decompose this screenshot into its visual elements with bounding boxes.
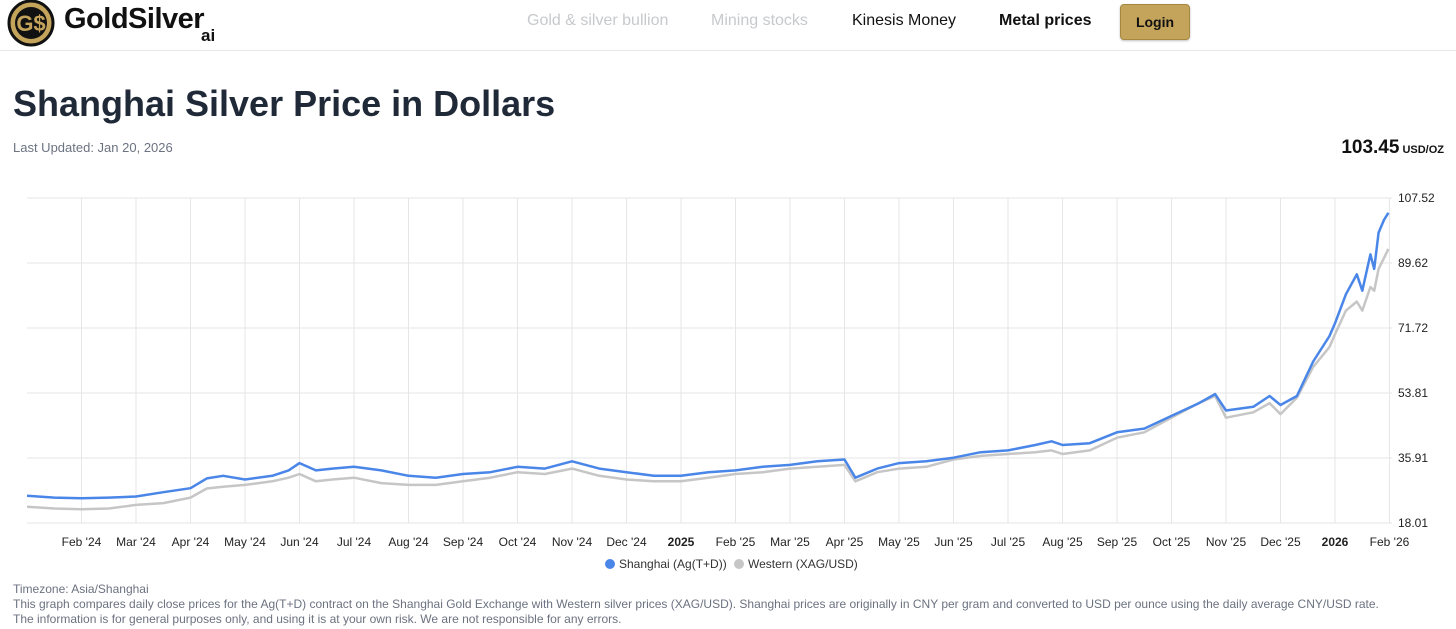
x-tick-label: Jul '24 bbox=[337, 535, 372, 549]
x-tick-label: Feb '25 bbox=[716, 535, 756, 549]
description-note: This graph compares daily close prices f… bbox=[13, 597, 1379, 611]
x-tick-label: May '24 bbox=[224, 535, 266, 549]
price-value: 103.45 bbox=[1341, 137, 1400, 158]
legend-marker-western bbox=[734, 559, 744, 569]
logo[interactable]: G$ GoldSilver ai bbox=[6, 0, 226, 48]
y-tick-label: 71.72 bbox=[1398, 321, 1428, 335]
x-tick-label: Feb '24 bbox=[62, 535, 102, 549]
series-line-shanghai bbox=[26, 212, 1390, 500]
current-price: 103.45 USD/OZ bbox=[1341, 137, 1444, 159]
x-tick-label: Apr '25 bbox=[826, 535, 864, 549]
disclaimer-note: The information is for general purposes … bbox=[13, 612, 622, 626]
x-tick-label: Mar '25 bbox=[770, 535, 810, 549]
x-tick-label: Jun '24 bbox=[280, 535, 319, 549]
y-tick-label: 107.52 bbox=[1398, 191, 1435, 205]
y-tick-label: 89.62 bbox=[1398, 256, 1428, 270]
logo-text: GoldSilver bbox=[64, 3, 205, 35]
logo-coin-icon: G$ bbox=[7, 0, 55, 47]
series-line-western bbox=[26, 248, 1390, 511]
y-tick-label: 18.01 bbox=[1398, 516, 1428, 530]
price-unit: USD/OZ bbox=[1402, 144, 1444, 156]
x-tick-label: Sep '24 bbox=[443, 535, 484, 549]
x-tick-label: Jul '25 bbox=[991, 535, 1026, 549]
logo-subtext: ai bbox=[201, 26, 216, 45]
top-navigation-bar: G$ GoldSilver ai Gold & silver bullion M… bbox=[0, 0, 1456, 51]
x-tick-label: Oct '24 bbox=[499, 535, 537, 549]
legend-label-western: Western (XAG/USD) bbox=[748, 557, 858, 571]
svg-text:G$: G$ bbox=[16, 11, 45, 36]
x-tick-label: Jun '25 bbox=[934, 535, 973, 549]
y-tick-label: 35.91 bbox=[1398, 451, 1428, 465]
login-button[interactable]: Login bbox=[1120, 4, 1190, 40]
nav-metal-prices[interactable]: Metal prices bbox=[999, 12, 1092, 29]
timezone-note: Timezone: Asia/Shanghai bbox=[13, 582, 149, 596]
x-tick-label: 2025 bbox=[668, 535, 695, 549]
x-tick-label: Mar '24 bbox=[116, 535, 156, 549]
x-tick-label: Aug '25 bbox=[1042, 535, 1083, 549]
x-tick-label: Aug '24 bbox=[388, 535, 429, 549]
x-tick-label: Feb '26 bbox=[1370, 535, 1410, 549]
legend-marker-shanghai bbox=[605, 559, 615, 569]
last-updated: Last Updated: Jan 20, 2026 bbox=[13, 140, 173, 155]
x-tick-label: May '25 bbox=[878, 535, 920, 549]
x-tick-label: Nov '25 bbox=[1206, 535, 1247, 549]
silver-price-chart[interactable]: 107.52 89.62 71.72 53.81 35.91 18.01 Feb '24 Ma… bbox=[0, 180, 1456, 580]
x-tick-label: Nov '24 bbox=[552, 535, 593, 549]
y-tick-label: 53.81 bbox=[1398, 386, 1428, 400]
nav-kinesis-money[interactable]: Kinesis Money bbox=[852, 12, 957, 29]
x-tick-label: Apr '24 bbox=[172, 535, 210, 549]
chart-footnote: Timezone: Asia/Shanghai This graph compa… bbox=[13, 582, 1379, 627]
x-tick-label: Oct '25 bbox=[1153, 535, 1191, 549]
x-tick-label: 2026 bbox=[1322, 535, 1349, 549]
page-title: Shanghai Silver Price in Dollars bbox=[13, 83, 556, 124]
nav-gold-silver-bullion[interactable]: Gold & silver bullion bbox=[527, 12, 669, 29]
legend-label-shanghai: Shanghai (Ag(T+D)) bbox=[619, 557, 727, 571]
x-tick-label: Dec '25 bbox=[1260, 535, 1301, 549]
x-tick-label: Dec '24 bbox=[606, 535, 647, 549]
x-tick-label: Sep '25 bbox=[1097, 535, 1138, 549]
nav-mining-stocks[interactable]: Mining stocks bbox=[711, 12, 808, 29]
